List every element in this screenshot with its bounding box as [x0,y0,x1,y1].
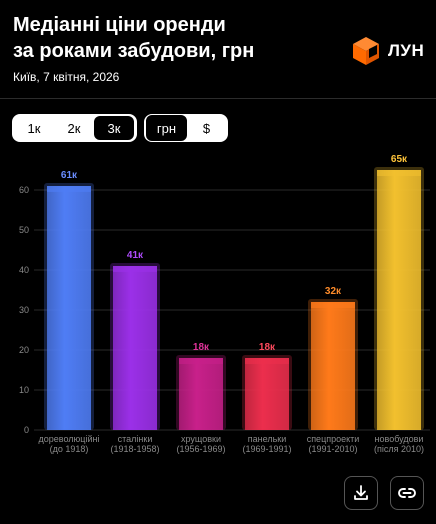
download-icon [354,485,368,500]
download-button[interactable] [344,476,378,510]
bar-1[interactable] [113,266,157,430]
y-tick-label: 50 [19,225,29,235]
y-tick-label: 60 [19,185,29,195]
room-count-toggle: 1к 2к 3к [12,114,137,142]
category-label: дореволюційні [39,434,100,444]
y-tick-label: 30 [19,305,29,315]
value-label: 32к [325,286,342,297]
category-label: (1991-2010) [308,444,357,454]
bar-0[interactable] [47,186,91,430]
y-tick-label: 10 [19,385,29,395]
title-line-1: Медіанні ціни оренди [13,14,226,36]
category-label: (1918-1958) [110,444,159,454]
y-tick-label: 20 [19,345,29,355]
bar-cap [47,186,91,192]
category-label: хрущовки [181,434,221,444]
rent-price-bar-chart: 0 10 20 30 40 50 60 61к дореволюційні(до 1918) 4… [19,154,430,454]
currency-option-usd[interactable]: $ [202,120,211,136]
room-option-1k[interactable]: 1к [27,120,41,136]
category-label: спецпроекти [307,434,360,444]
room-option-3k[interactable]: 3к [94,116,134,140]
category-label: (після 2010) [374,444,424,454]
bar-cap [113,266,157,272]
currency-option-uah[interactable]: грн [146,115,187,141]
copy-link-button[interactable] [390,476,424,510]
value-label: 61к [61,170,78,181]
y-tick-label: 40 [19,265,29,275]
y-tick-label: 0 [24,425,29,435]
category-label: панельки [248,434,286,444]
header-divider [0,98,436,99]
logo-text: ЛУН [388,41,425,60]
value-label: 41к [127,250,144,261]
page-title: Медіанні ціни оренди за роками забудови,… [13,12,333,64]
value-label: 65к [391,154,408,165]
category-label: (1969-1991) [242,444,291,454]
bar-cap [311,302,355,308]
bar-2[interactable] [179,358,223,430]
bar-4[interactable] [311,302,355,430]
cube-logo-icon [353,37,379,65]
value-label: 18к [193,342,210,353]
bar-cap [377,170,421,176]
value-label: 18к [259,342,276,353]
bar-cap [179,358,223,364]
brand-logo: ЛУН [352,34,432,68]
bar-cap [245,358,289,364]
category-label: (до 1918) [50,444,89,454]
title-line-2: за роками забудови, грн [13,40,255,62]
link-icon [398,488,416,498]
category-label: новобудови [375,434,424,444]
category-label: сталінки [118,434,153,444]
bar-5[interactable] [377,170,421,430]
category-label: (1956-1969) [176,444,225,454]
bar-3[interactable] [245,358,289,430]
room-option-2k[interactable]: 2к [67,120,81,136]
currency-toggle: грн $ [144,114,228,142]
subtitle: Київ, 7 квітня, 2026 [13,70,120,84]
